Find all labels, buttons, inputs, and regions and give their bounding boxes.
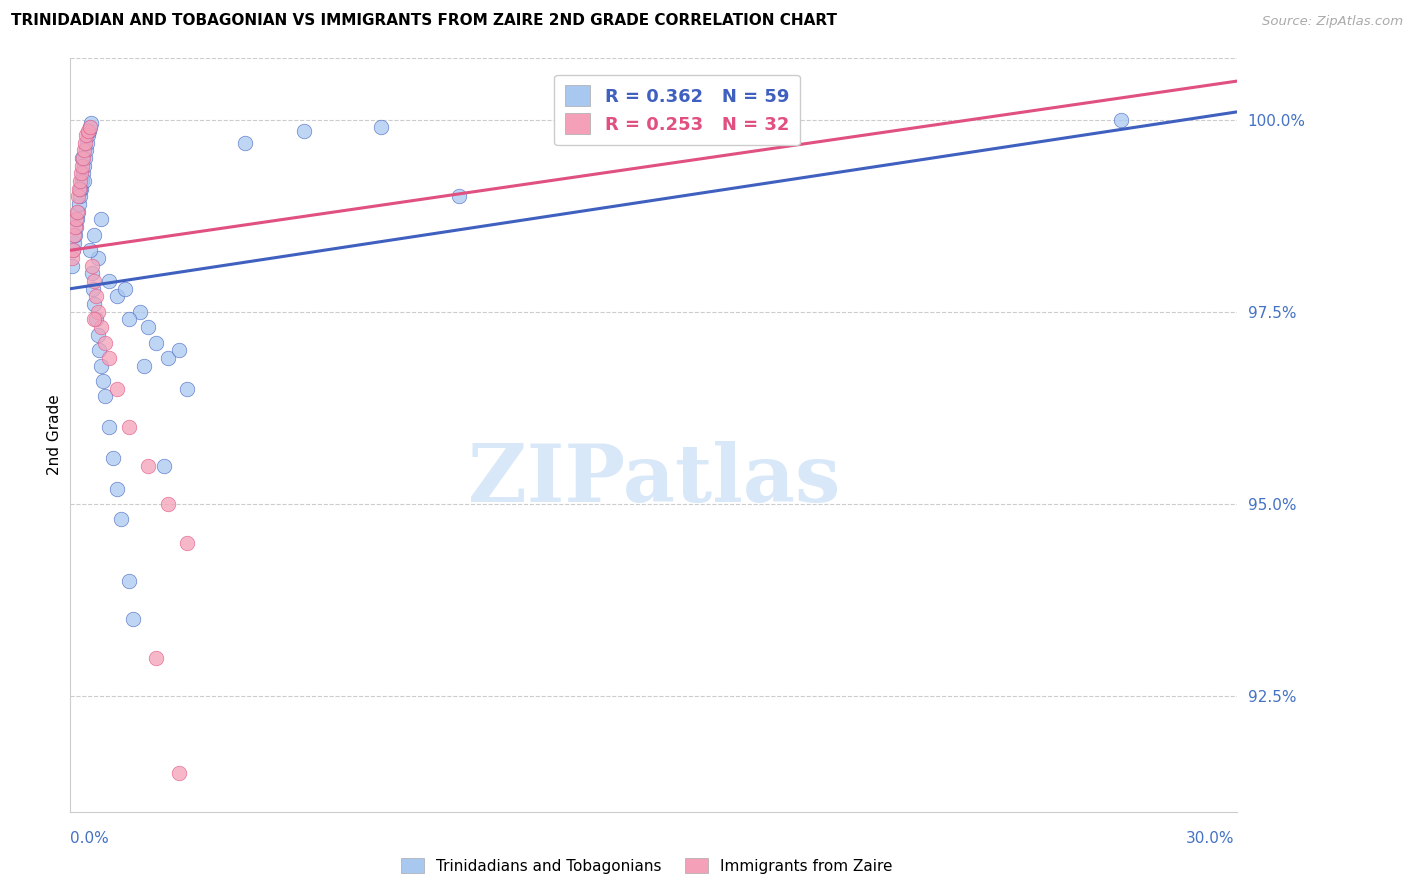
Point	[84, 289, 107, 303]
Point	[83, 312, 105, 326]
Legend: R = 0.362   N = 59, R = 0.253   N = 32: R = 0.362 N = 59, R = 0.253 N = 32	[554, 75, 800, 145]
Point	[121, 612, 143, 626]
Point	[86, 305, 108, 319]
Point	[86, 327, 108, 342]
Point	[67, 204, 90, 219]
Point	[79, 244, 101, 258]
Text: Source: ZipAtlas.com: Source: ZipAtlas.com	[1263, 15, 1403, 28]
Text: ZIPatlas: ZIPatlas	[468, 441, 839, 519]
Point	[76, 124, 98, 138]
Point	[101, 450, 124, 465]
Point	[176, 535, 198, 549]
Point	[156, 497, 179, 511]
Text: 0.0%: 0.0%	[70, 831, 110, 846]
Point	[105, 482, 128, 496]
Point	[83, 274, 105, 288]
Point	[75, 136, 97, 150]
Point	[62, 244, 84, 258]
Point	[176, 382, 198, 396]
Point	[118, 312, 141, 326]
Point	[63, 220, 86, 235]
Point	[129, 305, 152, 319]
Point	[70, 159, 93, 173]
Point	[63, 227, 86, 242]
Point	[66, 204, 89, 219]
Point	[75, 143, 97, 157]
Point	[60, 251, 83, 265]
Point	[370, 120, 392, 135]
Point	[70, 166, 93, 180]
Point	[156, 351, 179, 365]
Point	[73, 143, 96, 157]
Point	[70, 174, 93, 188]
Text: TRINIDADIAN AND TOBAGONIAN VS IMMIGRANTS FROM ZAIRE 2ND GRADE CORRELATION CHART: TRINIDADIAN AND TOBAGONIAN VS IMMIGRANTS…	[11, 13, 837, 28]
Point	[105, 382, 128, 396]
Point	[70, 182, 93, 196]
Point	[90, 320, 112, 334]
Point	[67, 182, 90, 196]
Point	[67, 189, 90, 203]
Point	[80, 259, 103, 273]
Point	[63, 227, 86, 242]
Point	[62, 244, 84, 258]
Point	[66, 212, 89, 227]
Point	[89, 343, 111, 358]
Point	[235, 136, 257, 150]
Y-axis label: 2nd Grade: 2nd Grade	[46, 394, 62, 475]
Point	[98, 420, 121, 434]
Point	[86, 251, 108, 265]
Point	[69, 182, 91, 196]
Point	[110, 512, 132, 526]
Point	[73, 174, 96, 188]
Point	[83, 227, 105, 242]
Point	[94, 389, 117, 403]
Point	[93, 374, 115, 388]
Point	[152, 458, 174, 473]
Point	[69, 189, 91, 203]
Point	[79, 116, 101, 130]
Point	[82, 282, 104, 296]
Point	[72, 151, 94, 165]
Point	[118, 420, 141, 434]
Point	[98, 274, 121, 288]
Point	[65, 212, 87, 227]
Point	[73, 159, 96, 173]
Point	[98, 351, 121, 365]
Point	[65, 220, 87, 235]
Point	[77, 124, 100, 138]
Point	[79, 120, 101, 135]
Point	[90, 212, 112, 227]
Legend: Trinidadians and Tobagonians, Immigrants from Zaire: Trinidadians and Tobagonians, Immigrants…	[395, 852, 898, 880]
Point	[69, 174, 91, 188]
Point	[84, 312, 107, 326]
Point	[167, 343, 190, 358]
Point	[136, 320, 159, 334]
Text: 30.0%: 30.0%	[1187, 831, 1234, 846]
Point	[449, 189, 471, 203]
Point	[76, 128, 98, 142]
Point	[94, 335, 117, 350]
Point	[136, 458, 159, 473]
Point	[292, 124, 315, 138]
Point	[105, 289, 128, 303]
Point	[75, 128, 97, 142]
Point	[63, 235, 86, 250]
Point	[167, 766, 190, 780]
Point	[72, 166, 94, 180]
Point	[76, 136, 98, 150]
Point	[67, 197, 90, 211]
Point	[145, 651, 167, 665]
Point	[114, 282, 136, 296]
Point	[79, 120, 101, 135]
Point	[145, 335, 167, 350]
Point	[70, 151, 93, 165]
Point	[80, 266, 103, 280]
Point	[118, 574, 141, 588]
Point	[1109, 112, 1132, 127]
Point	[134, 359, 156, 373]
Point	[60, 259, 83, 273]
Point	[83, 297, 105, 311]
Point	[75, 151, 97, 165]
Point	[90, 359, 112, 373]
